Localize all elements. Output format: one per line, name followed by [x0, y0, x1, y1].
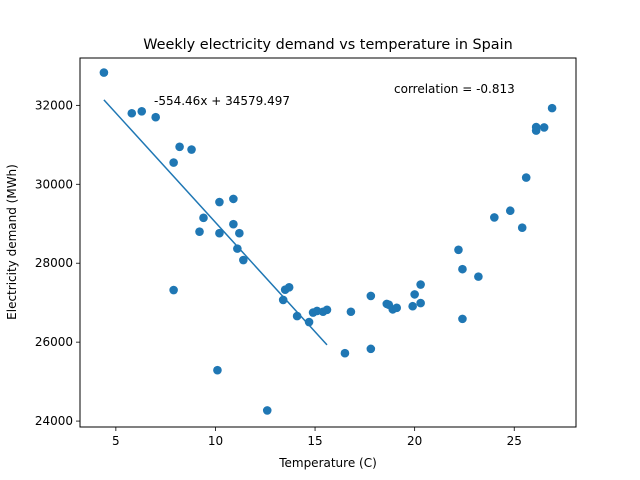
data-point: [458, 264, 467, 274]
correlation-annotation: correlation = -0.813: [394, 82, 515, 96]
data-point: [239, 255, 248, 265]
data-point: [229, 219, 238, 229]
data-point: [410, 290, 419, 299]
data-point: [539, 123, 549, 132]
x-tick-label: 20: [407, 434, 422, 448]
data-point: [340, 348, 350, 358]
data-point: [521, 173, 531, 182]
y-tick-label: 26000: [35, 335, 73, 349]
x-axis-label: Temperature (C): [278, 456, 377, 470]
data-point: [127, 108, 137, 118]
regression-line: [103, 99, 328, 346]
data-point: [366, 291, 376, 301]
data-point: [490, 213, 499, 222]
data-point: [278, 295, 288, 305]
data-point: [215, 197, 224, 207]
data-point: [547, 103, 557, 113]
data-point: [517, 223, 527, 233]
data-point: [262, 406, 272, 415]
y-axis: 24000 26000 28000 30000 32000: [35, 98, 80, 428]
data-point: [408, 301, 417, 311]
data-point: [366, 344, 376, 354]
data-point: [137, 106, 147, 116]
data-point: [304, 317, 314, 327]
y-tick-label: 28000: [35, 256, 73, 270]
y-tick-label: 24000: [35, 414, 73, 428]
plot-area: -554.46x + 34579.497 correlation = -0.81…: [79, 57, 577, 428]
data-point: [195, 227, 204, 236]
data-point: [215, 228, 224, 238]
data-point: [458, 314, 467, 324]
data-point: [284, 282, 294, 292]
plot-frame: [79, 57, 577, 428]
data-point: [454, 245, 463, 255]
data-point: [392, 303, 402, 313]
regression-equation-annotation: -554.46x + 34579.497: [154, 94, 290, 108]
data-point: [322, 305, 332, 315]
data-point: [531, 122, 541, 132]
data-point: [416, 298, 425, 308]
regression-layer: [103, 99, 328, 346]
data-point: [169, 285, 178, 295]
data-point: [416, 280, 425, 289]
x-tick-label: 15: [307, 434, 322, 448]
data-point: [346, 307, 356, 317]
data-point: [213, 365, 222, 375]
data-point: [199, 213, 208, 223]
data-point: [474, 272, 483, 281]
x-tick-label: 25: [507, 434, 522, 448]
data-point: [99, 68, 109, 77]
y-tick-label: 32000: [35, 98, 73, 112]
data-point: [505, 206, 515, 216]
data-point: [169, 158, 178, 167]
data-point: [235, 228, 244, 238]
y-tick-label: 30000: [35, 177, 73, 191]
x-axis: 5 10 15 20 25: [112, 427, 522, 448]
points-layer: [99, 68, 557, 415]
data-point: [292, 311, 302, 321]
data-point: [151, 112, 160, 122]
data-point: [187, 145, 196, 154]
x-tick-label: 10: [208, 434, 223, 448]
x-tick-label: 5: [112, 434, 120, 448]
data-point: [229, 194, 238, 204]
data-point: [233, 244, 242, 253]
chart-title: Weekly electricity demand vs temperature…: [143, 37, 513, 53]
y-axis-label: Electricity demand (MWh): [5, 164, 19, 320]
data-point: [175, 142, 184, 152]
